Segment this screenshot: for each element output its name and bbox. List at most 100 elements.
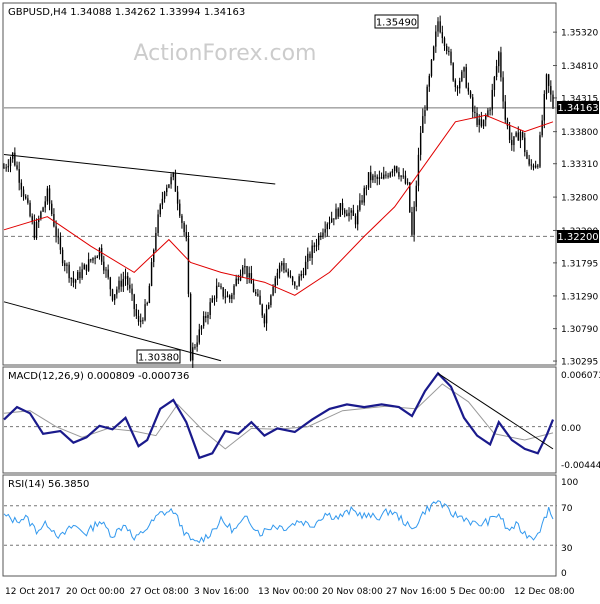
candle-body (211, 298, 214, 303)
candle-body (302, 274, 305, 276)
candle-body (313, 245, 316, 247)
candle-body (5, 167, 7, 169)
candle-body (380, 177, 383, 179)
main-plot (3, 15, 557, 368)
candle-body (181, 215, 183, 223)
candle-body (257, 293, 259, 296)
candle-body (428, 75, 431, 87)
candle-body (300, 274, 302, 277)
candle-body (148, 285, 151, 304)
candle-body (530, 164, 533, 166)
candle-body (337, 208, 339, 217)
candle-body (185, 232, 187, 239)
candle-body (270, 295, 272, 306)
candle-body (14, 152, 16, 166)
candle-body (246, 265, 248, 278)
candle-body (359, 200, 361, 210)
candle-body (506, 119, 509, 126)
price-tick-label: 1.33800 (561, 128, 598, 138)
candle-body (448, 51, 450, 53)
candle-body (513, 136, 515, 146)
candle-body (222, 287, 224, 297)
candle-body (339, 203, 342, 217)
candle-body (235, 278, 237, 286)
candle-body (402, 175, 404, 177)
candle-body (85, 264, 88, 271)
candle-body (350, 210, 352, 213)
candle-body (61, 249, 64, 264)
candle-body (166, 187, 168, 193)
time-label: 5 Dec 00:00 (450, 587, 505, 597)
candle-body (309, 253, 311, 258)
candle-body (426, 86, 428, 111)
candle-body (66, 264, 68, 266)
candle-body (545, 74, 548, 94)
candle-body (274, 278, 276, 287)
channel-lower-line (3, 301, 222, 362)
candle-body (233, 285, 235, 295)
candle-body (465, 67, 467, 88)
candle-body (27, 198, 29, 203)
candle-body (7, 166, 10, 168)
rsi-pane-frame (2, 474, 557, 577)
candle-body (378, 177, 381, 179)
rsi-tick-100: 100 (561, 478, 578, 488)
rsi-line (3, 500, 554, 544)
candle-body (126, 276, 129, 285)
current-price-box (557, 101, 599, 114)
candle-body (307, 253, 309, 262)
price-tick-label: 1.33310 (561, 160, 598, 170)
candle-body (70, 277, 72, 279)
candle-body (38, 218, 40, 223)
candle-body (155, 232, 157, 250)
low-label-box (136, 349, 181, 364)
candle-body (98, 247, 101, 257)
candle-body (326, 224, 329, 230)
candle-body (500, 52, 502, 78)
candle-body (515, 132, 517, 137)
candle-body (367, 172, 370, 188)
candle-body (281, 262, 283, 266)
candle-body (317, 235, 320, 246)
macd-tick-zero: 0.00 (561, 424, 581, 434)
candle-body (504, 101, 506, 120)
candle-body (376, 176, 378, 179)
candle-body (174, 172, 177, 192)
candle-body (346, 213, 348, 217)
candle-body (519, 131, 522, 141)
candle-body (372, 175, 374, 181)
candle-body (183, 222, 185, 233)
candle-body (537, 165, 539, 167)
rsi-plot (3, 500, 557, 546)
price-tick-label: 1.32800 (561, 194, 598, 204)
time-label: 27 Oct 08:00 (130, 587, 189, 597)
candle-body (437, 21, 439, 32)
candle-body (324, 229, 326, 233)
candle-body (74, 279, 77, 283)
candle-body (170, 177, 172, 185)
price-tick-label: 1.31290 (561, 292, 598, 302)
candle-body (304, 261, 307, 275)
candle-body (31, 216, 33, 222)
candle-body (389, 172, 391, 177)
candle-body (400, 175, 402, 177)
candle-body (133, 294, 135, 310)
candle-body (419, 132, 422, 155)
candle-body (315, 245, 318, 247)
candle-body (194, 346, 196, 348)
candle-body (422, 116, 424, 133)
candle-body (129, 284, 131, 289)
price-tick-label: 1.30295 (561, 358, 598, 368)
candle-body (9, 158, 12, 167)
price-tick-label: 1.35320 (561, 29, 598, 39)
candle-body (543, 93, 546, 121)
candle-body (502, 77, 504, 102)
candle-body (521, 131, 524, 138)
candle-body (135, 309, 138, 316)
candle-body (3, 167, 5, 169)
candle-body (285, 269, 287, 272)
candle-body (526, 152, 528, 159)
candle-body (352, 210, 355, 216)
candle-body (202, 316, 205, 327)
candle-body (458, 80, 461, 89)
